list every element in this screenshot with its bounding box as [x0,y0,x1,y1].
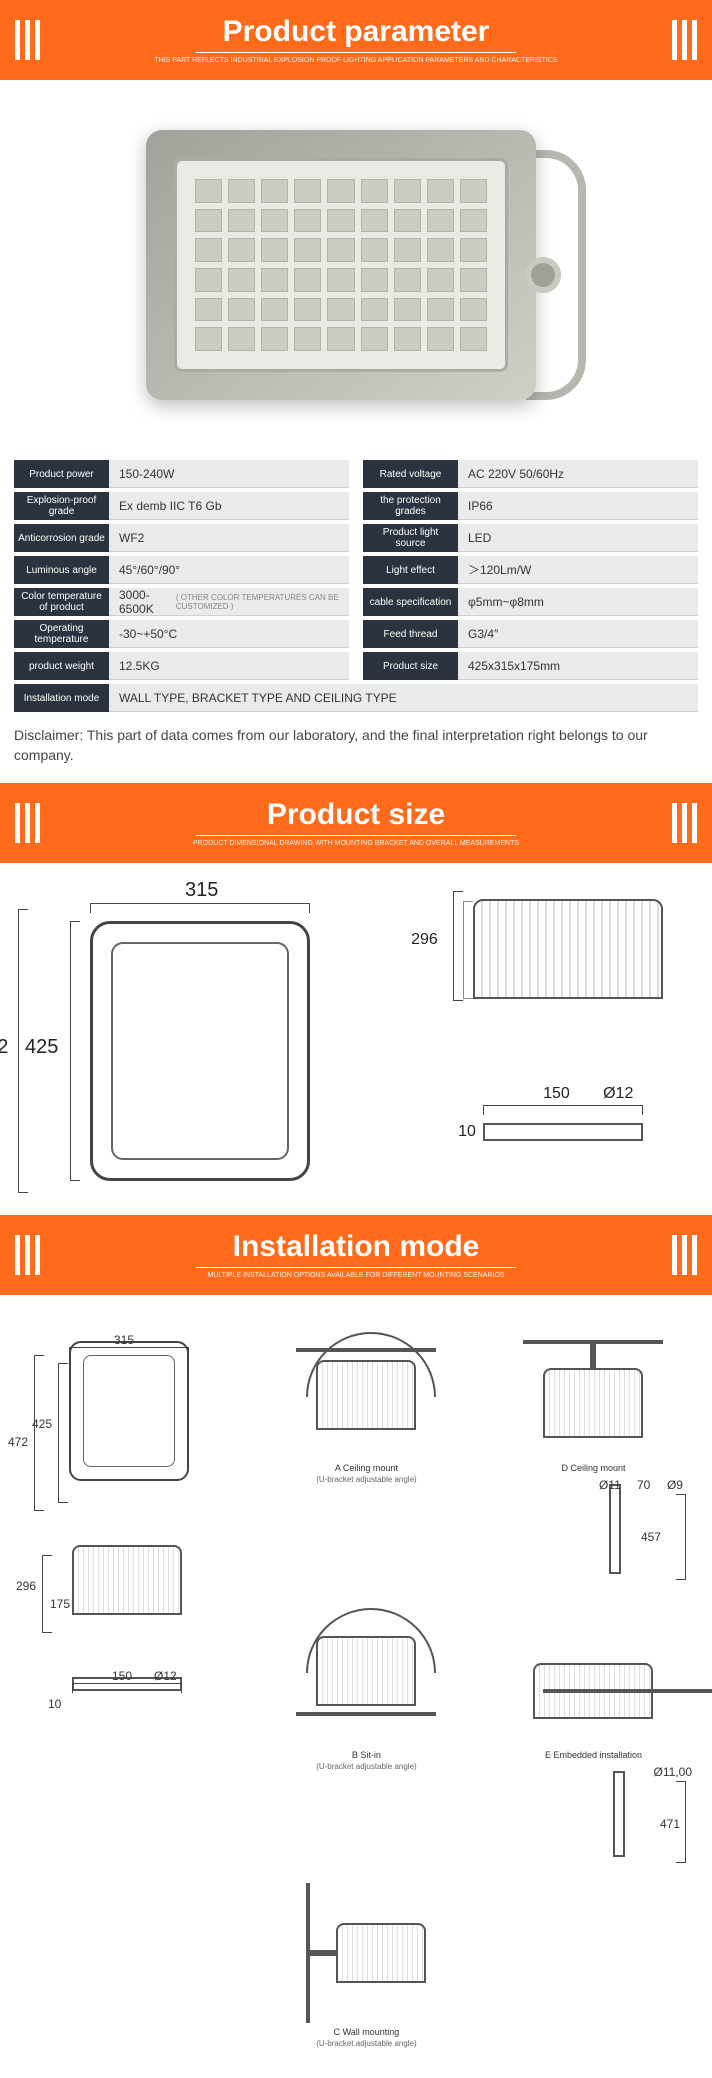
dimension-diagram: 315 425 472 296 175 150 Ø12 10 [0,863,712,1215]
spec-col-right: Rated voltageAC 220V 50/60Hz the protect… [363,460,698,684]
banner-decor-right [672,20,697,60]
front-outline [90,921,310,1181]
product-image-area [0,80,712,460]
led-panel [195,179,487,351]
banner-subtitle: THIS PART REFLECTS INDUSTRIAL EXPLOSION … [154,57,557,65]
banner-decor-left [15,20,40,60]
section-banner-install: Installation mode MULTIPLE INSTALLATION … [0,1215,712,1295]
section-banner-parameter: Product parameter THIS PART REFLECTS IND… [0,0,712,80]
install-diagram: 315 425 472 296 175 150 Ø12 10 [0,1295,712,2078]
spec-col-left: Product power150-240W Explosion-proof gr… [14,460,349,684]
spec-table: Product power150-240W Explosion-proof gr… [0,460,712,684]
spec-value: WALL TYPE, BRACKET TYPE AND CEILING TYPE [109,684,698,712]
spec-label: Product power [14,460,109,488]
spec-value: 150-240W [109,460,349,488]
disclaimer-text: Disclaimer: This part of data comes from… [0,716,712,783]
base-outline [483,1123,643,1141]
spec-label: Installation mode [14,684,109,712]
banner-title: Product parameter [154,15,557,49]
section-banner-size: Product size PRODUCT DIMENSIONAL DRAWING… [0,783,712,863]
side-outline [473,899,663,999]
